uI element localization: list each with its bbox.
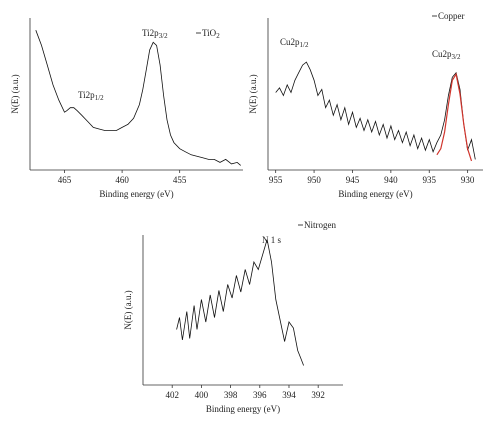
annotation-subscript: 1/2 [95,94,104,102]
legend-text: Nitrogen [304,220,336,230]
x-tick-label: 455 [173,175,187,185]
data-line [35,30,241,166]
x-tick-label: 394 [282,390,296,400]
peak-annotation: N 1 s [262,235,281,245]
annotation-text: Cu2p [280,37,300,47]
x-tick-label: 940 [384,175,398,185]
annotation-subscript: 3/2 [159,32,168,40]
data-line [176,239,304,366]
annotation-subscript: 1/2 [300,41,309,49]
x-tick-label: 950 [307,175,321,185]
x-tick-label: 402 [165,390,179,400]
legend-label: Copper [438,11,465,21]
x-tick-label: 945 [346,175,360,185]
legend-label: TiO2 [202,28,220,40]
x-tick-label: 930 [461,175,475,185]
peak-annotation: Ti2p3/2 [142,28,168,40]
y-axis-label: N(E) (a.u.) [10,74,20,113]
peak-annotation: Cu2p3/2 [432,49,461,61]
x-tick-label: 460 [115,175,129,185]
fit-line [436,72,473,162]
x-tick-label: 400 [195,390,209,400]
x-axis-label: Binding energy (eV) [206,404,280,414]
annotation-text: Ti2p [78,90,95,100]
peak-annotation: Cu2p1/2 [280,37,309,49]
x-axis-label: Binding energy (eV) [338,189,412,199]
x-tick-label: 392 [311,390,325,400]
x-tick-label: 955 [269,175,283,185]
legend-text: Copper [438,11,465,21]
x-tick-label: 935 [423,175,437,185]
legend-label: Nitrogen [304,220,336,230]
peak-annotation: Ti2p1/2 [78,90,104,102]
annotation-text: Ti2p [142,28,159,38]
x-tick-label: 396 [253,390,267,400]
y-axis-label: N(E) (a.u.) [123,290,133,329]
x-tick-label: 398 [224,390,238,400]
legend-text: TiO [202,28,217,38]
annotation-text: Cu2p [432,49,452,59]
y-axis-label: N(E) (a.u.) [248,74,258,113]
legend-subscript: 2 [216,32,220,40]
annotation-subscript: 3/2 [452,53,461,61]
x-axis-label: Binding energy (eV) [99,189,173,199]
annotation-text: N 1 s [262,235,281,245]
x-tick-label: 465 [58,175,72,185]
data-line [275,61,476,160]
